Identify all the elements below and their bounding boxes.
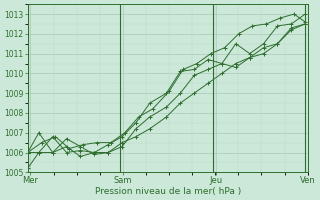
- X-axis label: Pression niveau de la mer( hPa ): Pression niveau de la mer( hPa ): [95, 187, 241, 196]
